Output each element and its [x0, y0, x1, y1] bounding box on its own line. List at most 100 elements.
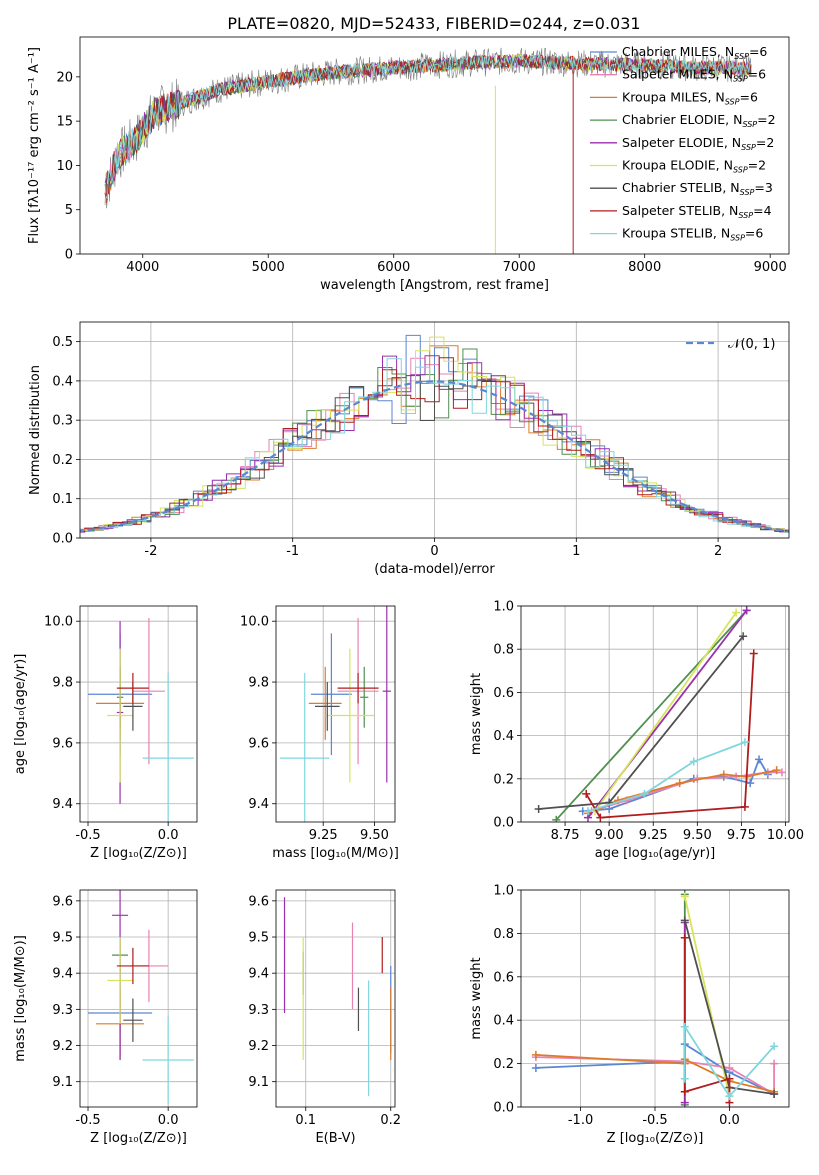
- y-tick-label: 0.2: [52, 453, 73, 468]
- weight-marker: [749, 649, 758, 658]
- Z_age-xlabel: Z [log₁₀(Z/Z⊙)]: [90, 846, 187, 861]
- spectrum-model-line: [104, 54, 752, 203]
- weight-line: [555, 609, 748, 821]
- weight-marker: [740, 802, 749, 811]
- y-tick-label: 0.8: [493, 927, 514, 942]
- errorbar-point: [142, 672, 194, 822]
- legend-entry: Kroupa STELIB, NSSP=6: [622, 226, 763, 243]
- Z_age-points: [88, 618, 194, 822]
- errorbar-point: [310, 633, 352, 756]
- y-tick-label: 9.4: [248, 967, 269, 982]
- y-tick-label: 0.3: [52, 414, 73, 429]
- y-tick-label: 9.6: [52, 736, 73, 751]
- weight-marker: [719, 770, 728, 779]
- y-tick-label: 1.0: [493, 884, 514, 899]
- x-tick-label: 0: [430, 544, 438, 559]
- residual-hist-line: [80, 358, 789, 533]
- weight-marker: [725, 1092, 734, 1101]
- weight-line: [683, 896, 731, 1097]
- weight-line: [683, 937, 731, 1103]
- x-tick-label: 0.1: [295, 1113, 316, 1128]
- errorbar-point: [107, 648, 133, 783]
- y-tick-label: 0.6: [493, 686, 514, 701]
- weight-line: [587, 741, 746, 813]
- errorbar-point: [132, 618, 165, 765]
- Z_age-ylabel: age [log₁₀(age/yr)]: [13, 654, 28, 775]
- y-tick-label: 15: [56, 115, 73, 130]
- errorbar-point: [107, 937, 133, 1024]
- legend-entry: Salpeter MILES, NSSP=6: [622, 67, 766, 84]
- y-tick-label: 9.3: [248, 1003, 269, 1018]
- weight-marker: [552, 815, 561, 822]
- y-tick-label: 20: [56, 70, 73, 85]
- errorbar-point: [382, 606, 391, 783]
- weight-marker: [772, 766, 781, 775]
- weight-marker: [755, 755, 764, 764]
- weight-marker: [739, 632, 748, 641]
- x-tick-label: 6000: [377, 260, 410, 275]
- weight-marker: [689, 757, 698, 766]
- weight-marker: [770, 1059, 779, 1068]
- weight-marker: [584, 807, 592, 816]
- weight-marker: [680, 916, 689, 925]
- errorbar-point: [280, 672, 330, 822]
- x-tick-label: 0.0: [719, 1113, 740, 1128]
- Z_mass-ylabel: mass [log₁₀(M/M⊙)]: [13, 935, 28, 1062]
- residuals-xlabel: (data-model)/error: [374, 562, 495, 577]
- figure-title: PLATE=0820, MJD=52433, FIBERID=0244, z=0…: [227, 14, 640, 33]
- weight-marker: [770, 1089, 779, 1098]
- legend-entry: Salpeter ELODIE, NSSP=2: [622, 135, 774, 152]
- weight-marker: [746, 779, 755, 788]
- y-tick-label: 0.0: [52, 532, 73, 547]
- x-tick-label: 2: [714, 544, 722, 559]
- errorbar-point: [123, 998, 143, 1042]
- errorbar-point: [142, 1016, 194, 1104]
- weight_Z-xlabel: Z [log₁₀(Z/Z⊙)]: [607, 1131, 704, 1146]
- weight-marker: [740, 738, 749, 747]
- residuals-frame: [79, 321, 790, 539]
- legend-entry: Salpeter STELIB, NSSP=4: [622, 203, 772, 220]
- spectrum-lines: [104, 47, 752, 254]
- weight_age-axes: 8.75 9.00 9.25 9.50 9.75 10.00 0.0 0.2 0.4 0.6 0.8…: [493, 600, 804, 844]
- x-tick-label: 9000: [754, 260, 787, 275]
- x-tick-label: 0.0: [158, 828, 179, 843]
- spectrum-xlabel: wavelength [Angstrom, rest frame]: [320, 278, 549, 293]
- residuals-ylabel: Normed distribution: [28, 365, 43, 495]
- ebv_mass-xlabel: E(B-V): [315, 1131, 355, 1146]
- x-tick-label: 8.75: [551, 828, 580, 843]
- y-tick-label: 0.0: [493, 1101, 514, 1116]
- mass_age-frame: [275, 605, 396, 823]
- weight-marker: [725, 1063, 734, 1072]
- y-tick-label: 9.4: [52, 967, 73, 982]
- weight_Z-frame: [520, 889, 790, 1108]
- weight-marker: [680, 892, 689, 901]
- weight-marker: [534, 805, 543, 814]
- mass_age-axes: 9.25 9.50 9.4 9.6 9.8 10.0: [240, 606, 395, 843]
- x-tick-label: 8000: [628, 260, 661, 275]
- y-tick-label: 9.5: [248, 931, 269, 946]
- legend-entry: Kroupa MILES, NSSP=6: [622, 89, 758, 106]
- weight_age-frame: [520, 605, 790, 823]
- y-tick-label: 9.6: [248, 894, 269, 909]
- x-tick-label: 10.00: [767, 828, 804, 843]
- y-tick-label: 0.5: [52, 335, 73, 350]
- x-tick-label: -0.5: [75, 1113, 100, 1128]
- weight-series: [591, 608, 741, 816]
- weight-series: [582, 649, 758, 822]
- weight-line: [538, 635, 744, 810]
- y-tick-label: 9.6: [52, 894, 73, 909]
- x-tick-label: -2: [144, 544, 157, 559]
- y-tick-label: 0: [65, 248, 73, 263]
- weight-marker: [596, 813, 605, 822]
- errorbar-point: [325, 648, 375, 783]
- mass_age-points: [280, 606, 391, 822]
- x-tick-label: 0.0: [158, 1113, 179, 1128]
- weight-line: [594, 611, 737, 812]
- weight-marker: [531, 1050, 540, 1059]
- weight_Z-series: [531, 890, 779, 1107]
- ebv_mass-frame: [275, 889, 396, 1108]
- x-tick-label: 5000: [252, 260, 285, 275]
- Z_mass-frame: [79, 889, 198, 1108]
- x-tick-label: 9.50: [683, 828, 712, 843]
